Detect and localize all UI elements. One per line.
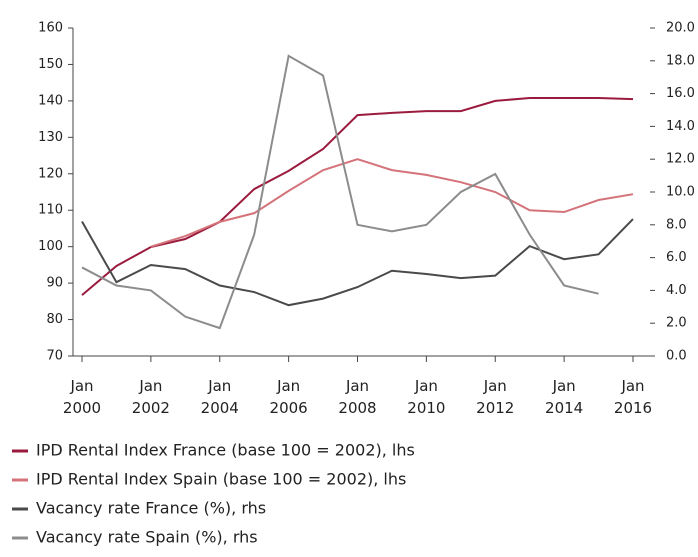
y-tick-label: 90 [46,276,63,291]
x-tick-label: Jan 2004 [201,377,239,417]
series-line [81,54,599,330]
y-tick-label: 80 [46,312,63,327]
y2-tick-label: 12.0 [666,152,695,167]
y-tick-label: 150 [38,57,63,72]
x-tick-label: Jan 2002 [132,377,170,417]
y2-tick-label: 4.0 [666,283,687,298]
y2-tick-label: 16.0 [666,86,695,101]
x-tick-label: Jan 2006 [270,377,308,417]
y-tick-label: 130 [38,130,63,145]
x-tick-label: Jan 2014 [545,377,583,417]
y-tick-label: 100 [38,239,63,254]
y2-tick-label: 8.0 [666,217,687,232]
y2-tick-label: 2.0 [666,316,687,331]
y2-tick-label: 20.0 [666,21,695,36]
x-tick-label: Jan 2000 [63,377,101,417]
x-tick-label: Jan 2008 [338,377,376,417]
legend-label: Vacancy rate France (%), rhs [36,499,266,518]
series-line [150,158,634,248]
series-line [81,218,634,307]
y2-tick-label: 10.0 [666,185,695,200]
y-tick-label: 120 [38,166,63,181]
y2-tick-label: 0.0 [666,349,687,364]
x-tick-label: Jan 2012 [476,377,514,417]
legend-label: IPD Rental Index Spain (base 100 = 2002)… [36,470,406,489]
legend-label: IPD Rental Index France (base 100 = 2002… [36,441,415,460]
y-tick-label: 160 [38,21,63,36]
y2-tick-label: 18.0 [666,53,695,68]
legend-label: Vacancy rate Spain (%), rhs [36,528,258,547]
y2-tick-label: 14.0 [666,119,695,134]
y-tick-label: 140 [38,93,63,108]
y-tick-label: 110 [38,203,63,218]
x-tick-label: Jan 2010 [407,377,445,417]
y2-tick-label: 6.0 [666,250,687,265]
series-line [81,96,634,296]
x-tick-label: Jan 2016 [614,377,652,417]
y-tick-label: 70 [46,349,63,364]
